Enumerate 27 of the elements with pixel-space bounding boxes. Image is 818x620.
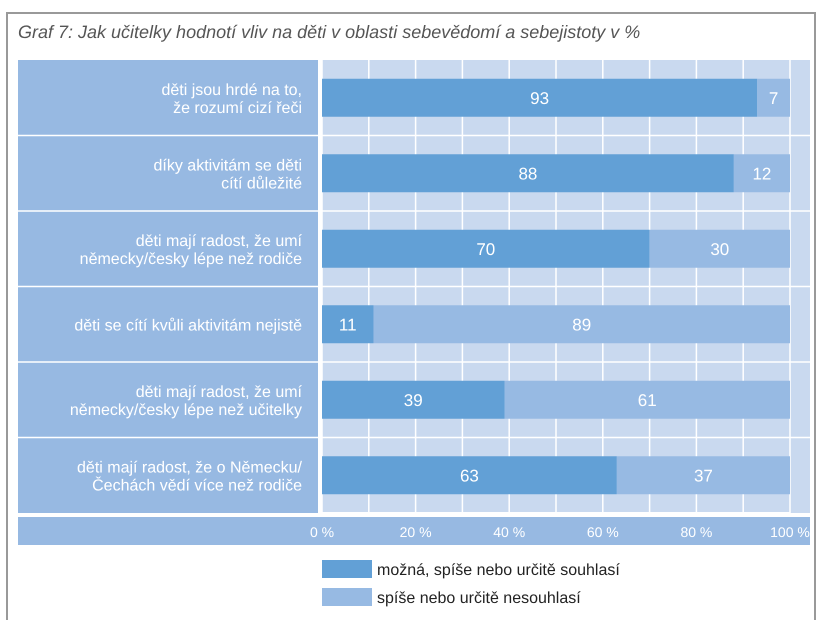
data-label: 63 bbox=[460, 466, 479, 486]
y-tick-label: děti jsou hrdé na to, že rozumí cizí řeči bbox=[161, 82, 302, 117]
x-tick-label: 100 % bbox=[770, 524, 810, 540]
data-label: 30 bbox=[710, 240, 730, 259]
y-tick-label: děti se cítí kvůli aktivitám nejistě bbox=[74, 317, 302, 334]
y-tick-label: děti mají radost, že umí německy/česky lépe než rodiče bbox=[80, 232, 303, 268]
x-tick-label: 40 % bbox=[493, 524, 526, 540]
data-label: 93 bbox=[530, 88, 550, 108]
y-tick-label: děti mají radost, že umí německy/česky lépe než učitelky bbox=[70, 384, 303, 419]
y-tick-label: díky aktivitám se děti cítí důležité bbox=[154, 157, 302, 192]
data-label: 11 bbox=[338, 315, 357, 334]
chart-title: Graf 7: Jak učitelky hodnotí vliv na děti v oblasti sebevědomí a sebejistoty v % bbox=[18, 22, 640, 42]
x-tick-label: 20 % bbox=[400, 524, 432, 540]
data-label: 89 bbox=[572, 315, 592, 334]
data-label: 37 bbox=[694, 466, 713, 486]
legend-label: možná, spíše nebo určitě souhlasí bbox=[377, 562, 620, 579]
data-label: 39 bbox=[404, 390, 423, 410]
legend-label: spíše nebo určitě nesouhlasí bbox=[377, 590, 582, 607]
data-label: 88 bbox=[518, 164, 538, 184]
x-tick-label: 0 % bbox=[310, 524, 334, 540]
data-label: 7 bbox=[768, 88, 778, 108]
x-tick-label: 80 % bbox=[680, 524, 712, 540]
y-tick-label: děti mají radost, že o Německu/ Čechách vědí více než rodiče bbox=[77, 459, 303, 494]
data-label: 12 bbox=[752, 164, 772, 184]
data-label: 61 bbox=[638, 390, 657, 410]
data-label: 70 bbox=[476, 240, 496, 259]
x-tick-label: 60 % bbox=[586, 524, 619, 540]
